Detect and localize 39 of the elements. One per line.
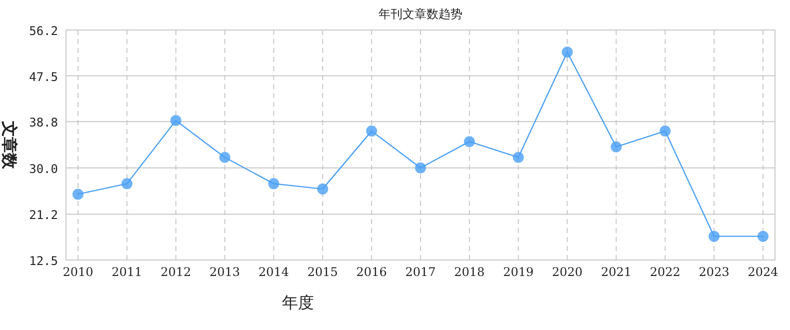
point <box>660 126 671 137</box>
x-tick-label: 2014 <box>258 265 290 279</box>
point <box>708 230 720 242</box>
x-tick-label: 2023 <box>698 265 730 279</box>
y-tick-label: 56.2 <box>29 24 58 38</box>
y-tick-label: 21.2 <box>29 208 58 222</box>
chart-title: 年刊文章数趋势 <box>378 7 462 21</box>
x-tick-label: 2020 <box>552 265 583 279</box>
y-tick-label: 12.5 <box>29 254 58 268</box>
x-tick-label: 2012 <box>160 265 192 279</box>
x-tick-label: 2021 <box>600 265 632 279</box>
point <box>121 178 132 190</box>
x-tick-label: 2015 <box>307 265 338 279</box>
point <box>170 115 182 126</box>
y-tick-label: 47.5 <box>29 70 58 84</box>
x-tick-label: 2022 <box>650 265 680 279</box>
y-tick-label: 38.8 <box>29 116 58 130</box>
x-tick-label: 2016 <box>356 265 387 279</box>
x-tick-label: 2024 <box>748 265 779 279</box>
point <box>72 188 84 200</box>
x-tick-label: 2011 <box>112 265 142 279</box>
x-tick-label: 2017 <box>405 265 436 279</box>
point <box>562 46 573 58</box>
x-tick-label: 2019 <box>503 265 534 279</box>
x-tick-label: 2018 <box>454 265 485 279</box>
point <box>317 183 328 194</box>
point <box>610 141 622 152</box>
y-tick-label: 30.0 <box>29 162 58 176</box>
y-axis-title: 文章数 <box>0 120 19 170</box>
point <box>464 136 475 148</box>
point <box>512 152 524 163</box>
x-axis-title: 年度 <box>282 293 314 312</box>
point <box>366 126 378 137</box>
point <box>219 152 230 163</box>
x-tick-label: 2010 <box>62 265 94 279</box>
point <box>415 162 426 174</box>
point <box>758 230 768 242</box>
point <box>268 178 280 190</box>
x-tick-label: 2013 <box>210 265 240 279</box>
